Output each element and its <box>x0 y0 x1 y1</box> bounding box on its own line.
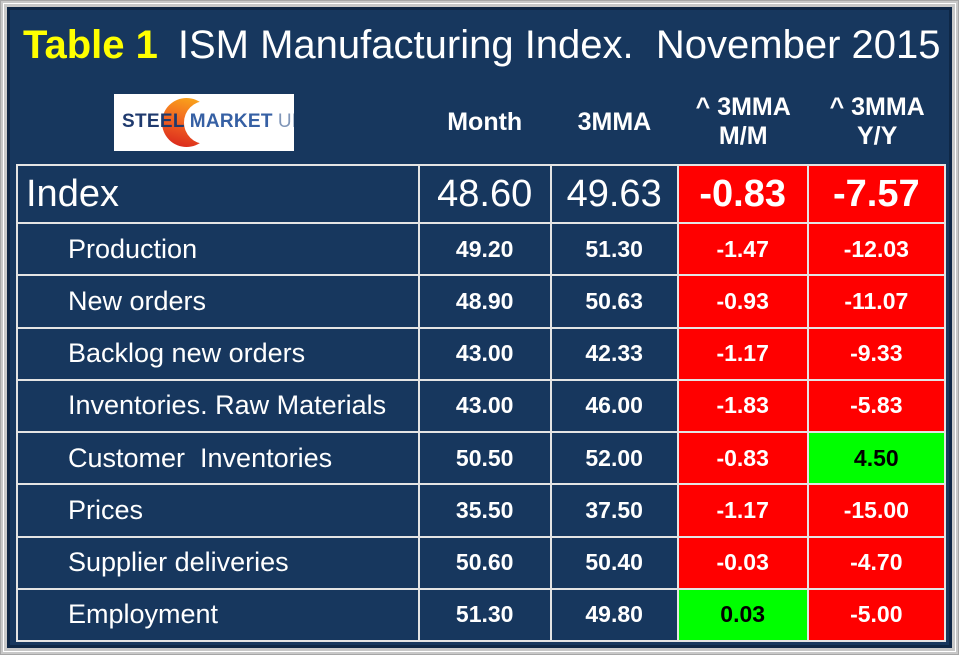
yy-change-cell: -7.57 <box>806 164 947 224</box>
mma-value-cell: 51.30 <box>549 221 679 277</box>
yy-change-cell: -15.00 <box>806 483 947 538</box>
month-value-cell: 43.00 <box>417 378 552 434</box>
crescent-icon <box>162 97 227 147</box>
yy-change-cell: -4.70 <box>806 535 947 590</box>
page-title: ISM Manufacturing Index. November 2015 <box>177 22 941 67</box>
ism-table-panel: Table 1 ISM Manufacturing Index. Novembe… <box>7 7 952 648</box>
mm-change-cell: -1.17 <box>676 326 809 381</box>
mm-change-cell: -0.83 <box>676 430 809 486</box>
mm-change-cell: -1.17 <box>676 483 809 538</box>
mma-value-cell: 46.00 <box>549 378 679 434</box>
row-label-cell: Production <box>16 221 420 277</box>
ism-data-table: Index 48.60 49.63 -0.83 -7.57 Production… <box>16 164 947 643</box>
col-header-3mma-mm: ^ 3MMA M/M <box>678 93 808 151</box>
mm-change-cell: -1.47 <box>676 221 809 277</box>
row-label-cell: Supplier deliveries <box>16 535 420 590</box>
col-header-3mma-mm-line2: M/M <box>718 122 768 150</box>
table-row: New orders 48.90 50.63 -0.93 -11.07 <box>16 274 947 329</box>
mma-value-cell: 49.80 <box>549 587 679 643</box>
row-label-cell: Prices <box>16 483 420 538</box>
month-value-cell: 48.90 <box>417 274 552 329</box>
month-value-cell: 43.00 <box>417 326 552 381</box>
month-value-cell: 50.50 <box>417 430 552 486</box>
logo-word-market: MARKET <box>189 111 273 133</box>
mma-value-cell: 50.63 <box>549 274 679 329</box>
mma-value-cell: 37.50 <box>549 483 679 538</box>
yy-change-cell: -5.83 <box>806 378 947 434</box>
mma-value-cell: 42.33 <box>549 326 679 381</box>
col-header-month: Month <box>447 107 523 136</box>
logo-word-update: UPDATE <box>277 111 294 133</box>
column-header-row: STEELMARKETUPDATE Month 3MMA ^ 3MMA M/M … <box>16 80 946 164</box>
col-header-3mma-mm-line1: ^ 3MMA <box>695 93 791 122</box>
row-label-cell: Index <box>16 164 420 224</box>
logo-cell: STEELMARKETUPDATE <box>16 93 419 151</box>
table-number-label: Table 1 <box>23 22 158 67</box>
month-value-cell: 48.60 <box>417 164 552 224</box>
col-header-3mma: 3MMA <box>577 107 652 136</box>
mma-value-cell: 49.63 <box>549 164 679 224</box>
yy-change-cell: -11.07 <box>806 274 947 329</box>
month-value-cell: 49.20 <box>417 221 552 277</box>
yy-change-cell: -5.00 <box>806 587 947 643</box>
month-value-cell: 51.30 <box>417 587 552 643</box>
table-row: Production 49.20 51.30 -1.47 -12.03 <box>16 221 947 277</box>
steel-market-update-logo: STEELMARKETUPDATE <box>114 93 294 151</box>
table-row: Backlog new orders 43.00 42.33 -1.17 -9.… <box>16 326 947 381</box>
month-value-cell: 35.50 <box>417 483 552 538</box>
col-header-3mma-yy: ^ 3MMA Y/Y <box>808 93 946 151</box>
row-label-cell: Backlog new orders <box>16 326 420 381</box>
mm-change-cell: -0.93 <box>676 274 809 329</box>
table-row: Prices 35.50 37.50 -1.17 -15.00 <box>16 483 947 538</box>
table-row: Index 48.60 49.63 -0.83 -7.57 <box>16 164 947 224</box>
mm-change-cell: -0.03 <box>676 535 809 590</box>
table-row: Customer Inventories 50.50 52.00 -0.83 4… <box>16 430 947 486</box>
mma-value-cell: 52.00 <box>549 430 679 486</box>
row-label-cell: New orders <box>16 274 420 329</box>
frame-bevel: Table 1 ISM Manufacturing Index. Novembe… <box>3 3 956 652</box>
logo-word-steel: STEEL <box>122 111 185 133</box>
mma-value-cell: 50.40 <box>549 535 679 590</box>
row-label-cell: Employment <box>16 587 420 643</box>
yy-change-cell: -9.33 <box>806 326 947 381</box>
col-header-3mma-yy-line2: Y/Y <box>856 122 898 150</box>
month-value-cell: 50.60 <box>417 535 552 590</box>
mm-change-cell: -1.83 <box>676 378 809 434</box>
table-row: Employment 51.30 49.80 0.03 -5.00 <box>16 587 947 643</box>
yy-change-cell: -12.03 <box>806 221 947 277</box>
mm-change-cell: 0.03 <box>676 587 809 643</box>
mm-change-cell: -0.83 <box>676 164 809 224</box>
col-header-3mma-yy-line1: ^ 3MMA <box>829 93 925 122</box>
yy-change-cell: 4.50 <box>806 430 947 486</box>
title-bar: Table 1 ISM Manufacturing Index. Novembe… <box>16 10 946 80</box>
row-label-cell: Inventories. Raw Materials <box>16 378 420 434</box>
logo-text: STEELMARKETUPDATE <box>122 111 294 133</box>
table-row: Inventories. Raw Materials 43.00 46.00 -… <box>16 378 947 434</box>
table-row: Supplier deliveries 50.60 50.40 -0.03 -4… <box>16 535 947 590</box>
row-label-cell: Customer Inventories <box>16 430 420 486</box>
